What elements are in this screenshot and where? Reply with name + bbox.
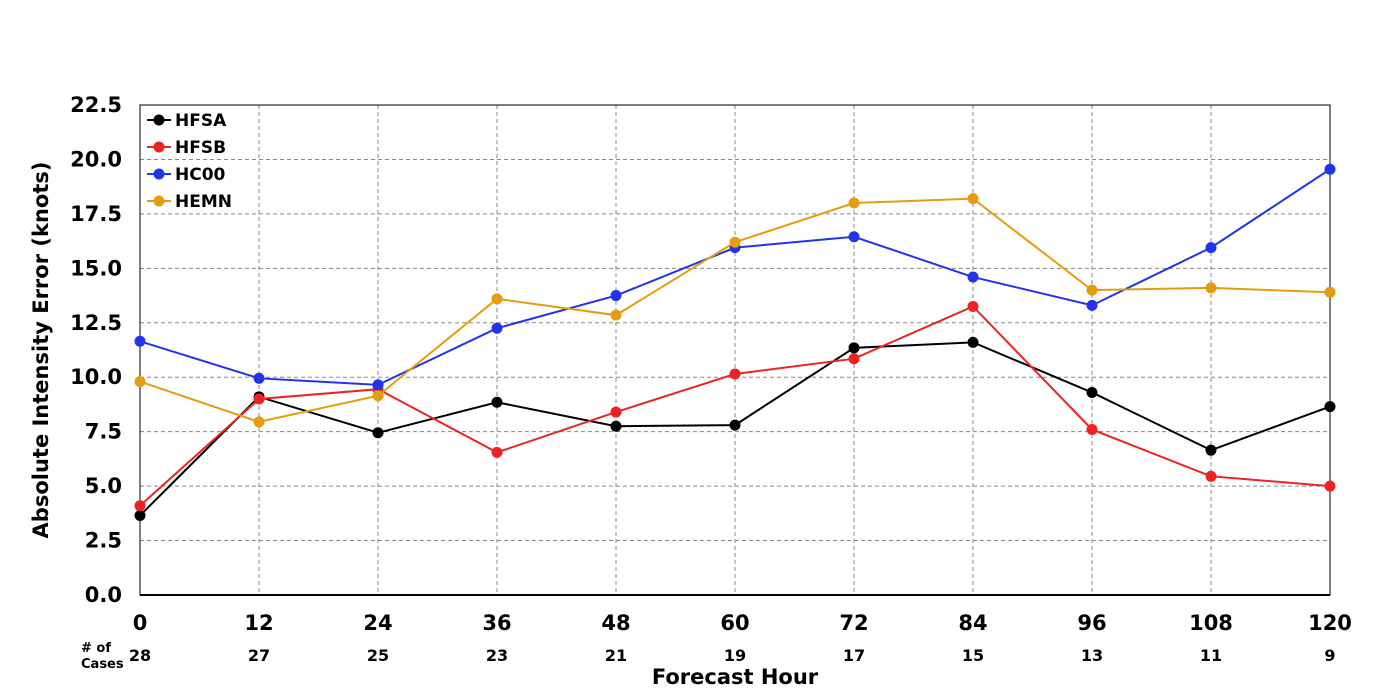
data-point-hfsb [491, 446, 503, 458]
cases-label-line2: Cases [81, 657, 124, 672]
legend-marker-hfsa [153, 114, 165, 126]
x-tick-labels: 0 12 24 36 48 60 72 84 96 108 120 [133, 611, 1352, 635]
y-tick-label: 10.0 [70, 365, 122, 389]
legend-label-hemn: HEMN [175, 192, 232, 212]
x-tick-label: 24 [363, 611, 392, 635]
y-tick-label: 2.5 [85, 529, 122, 553]
data-point-hfsa [848, 342, 860, 354]
case-count-label: 21 [605, 646, 627, 665]
data-point-hc00 [372, 379, 384, 391]
data-point-hc00 [1205, 242, 1217, 254]
case-count-label: 19 [724, 646, 746, 665]
case-count-label: 15 [962, 646, 984, 665]
data-point-hfsa [134, 510, 146, 522]
data-point-hfsa [610, 420, 622, 432]
data-point-hc00 [610, 290, 622, 302]
data-point-hemn [967, 193, 979, 205]
x-tick-label: 48 [601, 611, 630, 635]
data-point-hfsa [967, 336, 979, 348]
legend-marker-hc00 [153, 168, 165, 180]
y-tick-label: 17.5 [70, 202, 122, 226]
data-point-hemn [1205, 282, 1217, 294]
data-point-hfsb [1086, 423, 1098, 435]
y-axis-title: Absolute Intensity Error (knots) [29, 162, 53, 539]
y-tick-label: 20.0 [70, 147, 122, 171]
data-point-hfsa [491, 396, 503, 408]
data-point-hfsa [1205, 444, 1217, 456]
data-point-hc00 [253, 372, 265, 384]
data-point-hemn [1086, 284, 1098, 296]
case-count-label: 11 [1200, 646, 1222, 665]
data-point-hc00 [967, 271, 979, 283]
case-counts: 28 27 25 23 21 19 17 15 13 11 9 [129, 646, 1336, 665]
y-tick-labels: 0.0 2.5 5.0 7.5 10.0 12.5 15.0 17.5 20.0 22.5 [70, 93, 122, 607]
case-count-label: 27 [248, 646, 270, 665]
grid-lines [140, 105, 1330, 595]
legend-entry-hfsa: HFSA [147, 111, 227, 131]
legend-entry-hemn: HEMN [147, 192, 232, 212]
legend-label-hc00: HC00 [175, 165, 226, 185]
case-count-label: 28 [129, 646, 151, 665]
x-tick-label: 0 [133, 611, 148, 635]
case-count-label: 23 [486, 646, 508, 665]
data-point-hemn [253, 416, 265, 428]
legend-entry-hfsb: HFSB [147, 138, 226, 158]
data-point-hfsb [1324, 480, 1336, 492]
case-count-label: 25 [367, 646, 389, 665]
case-count-label: 13 [1081, 646, 1103, 665]
x-tick-label: 36 [482, 611, 511, 635]
data-point-hfsb [729, 368, 741, 380]
x-tick-label: 108 [1189, 611, 1233, 635]
case-count-label: 17 [843, 646, 865, 665]
x-tick-label: 120 [1308, 611, 1352, 635]
y-tick-label: 15.0 [70, 256, 122, 280]
data-point-hemn [134, 376, 146, 388]
data-point-hemn [491, 293, 503, 305]
data-point-hfsb [967, 300, 979, 312]
cases-label-line1: # of [81, 641, 111, 656]
legend-entry-hc00: HC00 [147, 165, 226, 185]
x-tick-label: 60 [720, 611, 749, 635]
y-tick-label: 12.5 [70, 311, 122, 335]
data-point-hfsb [253, 393, 265, 405]
y-tick-label: 22.5 [70, 93, 122, 117]
data-point-hfsa [372, 427, 384, 439]
x-axis-title: Forecast Hour [652, 665, 819, 689]
legend-marker-hemn [153, 195, 165, 207]
x-tick-label: 96 [1077, 611, 1106, 635]
data-point-hfsb [1205, 470, 1217, 482]
x-tick-label: 12 [244, 611, 273, 635]
data-point-hc00 [491, 322, 503, 334]
y-tick-label: 0.0 [85, 583, 122, 607]
data-point-hc00 [1086, 299, 1098, 311]
data-point-hemn [848, 197, 860, 209]
case-count-label: 9 [1324, 646, 1335, 665]
series-layer [134, 163, 1336, 522]
data-point-hfsb [134, 500, 146, 512]
data-point-hc00 [134, 335, 146, 347]
y-tick-label: 5.0 [85, 474, 122, 498]
data-point-hfsb [610, 406, 622, 418]
x-tick-label: 72 [839, 611, 868, 635]
data-point-hc00 [848, 231, 860, 243]
y-tick-label: 7.5 [85, 420, 122, 444]
data-point-hc00 [1324, 163, 1336, 175]
data-point-hemn [1324, 286, 1336, 298]
data-point-hemn [610, 309, 622, 321]
legend-label-hfsb: HFSB [175, 138, 226, 158]
data-point-hemn [729, 236, 741, 248]
legend-label-hfsa: HFSA [175, 111, 227, 131]
data-point-hfsa [1086, 386, 1098, 398]
data-point-hfsa [729, 419, 741, 431]
series-hemn [134, 193, 1336, 428]
legend: HFSA HFSB HC00 HEMN [147, 111, 232, 212]
x-tick-label: 84 [958, 611, 987, 635]
data-point-hemn [372, 390, 384, 402]
legend-marker-hfsb [153, 141, 165, 153]
data-point-hfsa [1324, 401, 1336, 413]
data-point-hfsb [848, 353, 860, 365]
